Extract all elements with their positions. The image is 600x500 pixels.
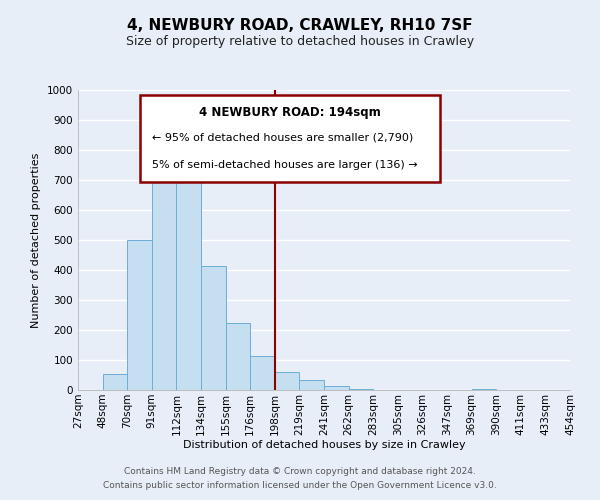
Bar: [299, 380, 324, 390]
Text: 4, NEWBURY ROAD, CRAWLEY, RH10 7SF: 4, NEWBURY ROAD, CRAWLEY, RH10 7SF: [127, 18, 473, 32]
Text: 4 NEWBURY ROAD: 194sqm: 4 NEWBURY ROAD: 194sqm: [199, 106, 380, 120]
Text: Contains HM Land Registry data © Crown copyright and database right 2024.: Contains HM Land Registry data © Crown c…: [124, 467, 476, 476]
Bar: [152, 147, 176, 390]
Text: Contains public sector information licensed under the Open Government Licence v3: Contains public sector information licen…: [103, 481, 497, 490]
Text: Size of property relative to detached houses in Crawley: Size of property relative to detached ho…: [126, 35, 474, 48]
Bar: [349, 389, 373, 390]
Bar: [201, 266, 226, 390]
Bar: [226, 322, 250, 390]
Bar: [127, 240, 152, 390]
X-axis label: Distribution of detached houses by size in Crawley: Distribution of detached houses by size …: [182, 440, 466, 450]
Bar: [176, 180, 201, 390]
Text: ← 95% of detached houses are smaller (2,790): ← 95% of detached houses are smaller (2,…: [152, 133, 413, 143]
FancyBboxPatch shape: [139, 94, 440, 182]
Text: 5% of semi-detached houses are larger (136) →: 5% of semi-detached houses are larger (1…: [152, 160, 418, 170]
Y-axis label: Number of detached properties: Number of detached properties: [31, 152, 41, 328]
Bar: [472, 388, 496, 390]
Bar: [250, 356, 275, 390]
Bar: [275, 372, 299, 390]
Bar: [324, 386, 349, 390]
Bar: [103, 374, 127, 390]
